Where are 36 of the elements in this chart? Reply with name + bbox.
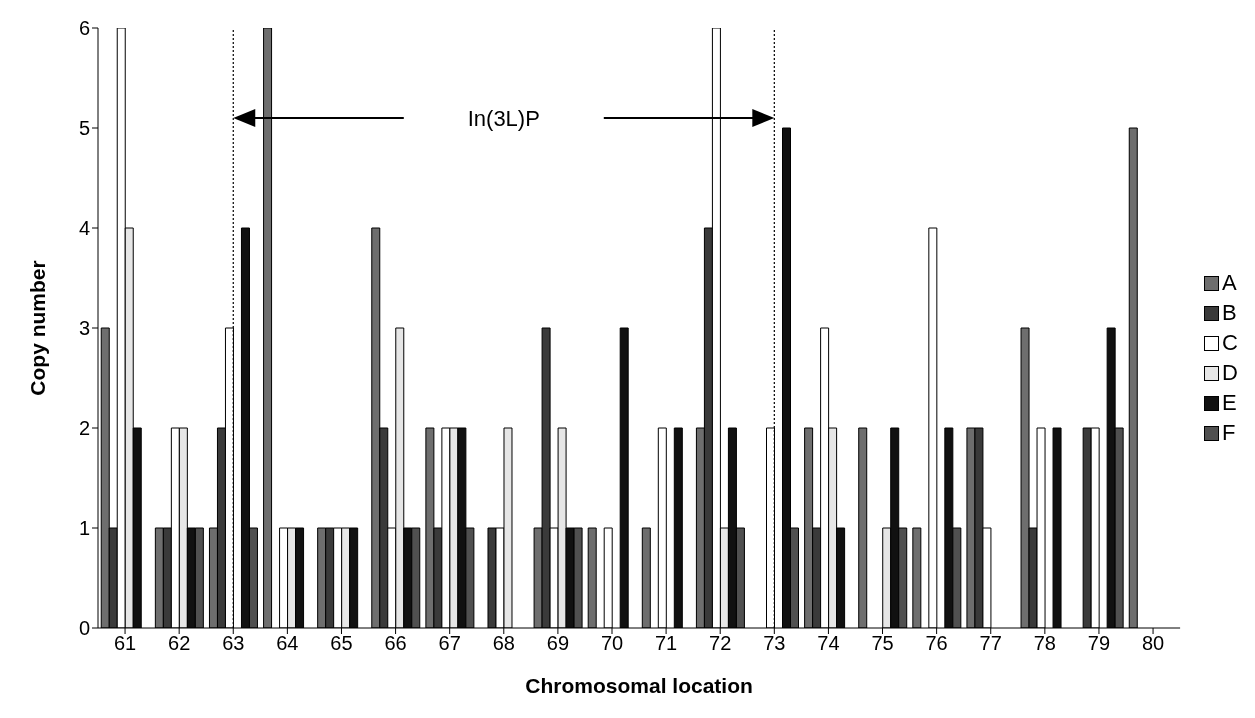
- x-tick-label: 67: [438, 632, 461, 655]
- legend-label: B: [1222, 300, 1237, 326]
- y-tick-label: 3: [78, 317, 90, 340]
- x-tick-label: 78: [1033, 632, 1056, 655]
- y-tick-label: 4: [78, 217, 90, 240]
- x-tick-label: 71: [654, 632, 678, 655]
- annotation: In(3L)P: [467, 106, 540, 131]
- x-tick-label: 74: [817, 632, 840, 655]
- x-tick-label: 65: [330, 632, 353, 655]
- x-tick-label: 61: [113, 632, 137, 655]
- x-tick-label: 64: [276, 632, 299, 655]
- x-tick-label: 68: [492, 632, 515, 655]
- y-axis-title: Copy number: [26, 260, 50, 396]
- legend-label: F: [1222, 420, 1236, 446]
- x-tick-label: 79: [1087, 632, 1111, 655]
- y-tick-label: 5: [78, 117, 90, 140]
- x-tick-label: 69: [546, 632, 570, 655]
- y-tick-label: 0: [78, 617, 90, 640]
- x-axis-title: Chromosomal location: [525, 674, 753, 697]
- legend-label: C: [1222, 330, 1238, 356]
- legend-label: E: [1222, 390, 1237, 416]
- x-tick-label: 72: [709, 632, 732, 655]
- x-tick-label: 76: [925, 632, 948, 655]
- x-tick-label: 80: [1141, 632, 1165, 655]
- x-tick-label: 75: [871, 632, 894, 655]
- x-tick-label: 62: [168, 632, 191, 655]
- y-tick-label: 6: [78, 17, 90, 40]
- x-tick-label: 70: [600, 632, 624, 655]
- x-tick-label: 63: [222, 632, 245, 655]
- y-tick-label: 2: [78, 417, 90, 440]
- legend-label: D: [1222, 360, 1238, 386]
- x-tick-label: 77: [979, 632, 1002, 655]
- x-tick-label: 66: [384, 632, 407, 655]
- y-tick-label: 1: [78, 517, 90, 540]
- legend-label: A: [1222, 270, 1237, 296]
- x-tick-label: 73: [763, 632, 786, 655]
